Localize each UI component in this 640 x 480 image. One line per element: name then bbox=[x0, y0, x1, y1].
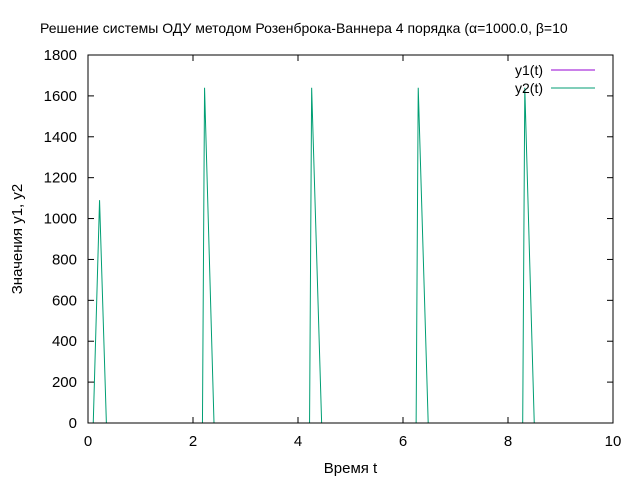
x-tick-label: 6 bbox=[399, 433, 407, 450]
y-tick-label: 800 bbox=[52, 251, 77, 268]
x-tick-label: 2 bbox=[189, 433, 197, 450]
ticks-layer: 0 200 400 600 800 1000 1200 1400 1600 1800 0 2 4 6 8 10 bbox=[44, 47, 622, 450]
x-tick-label: 4 bbox=[294, 433, 302, 450]
y-tick-label: 200 bbox=[52, 374, 77, 391]
y-tick-label: 600 bbox=[52, 292, 77, 309]
y-tick-label: 1400 bbox=[44, 129, 77, 146]
legend: y1(t) y2(t) bbox=[515, 62, 595, 96]
y-tick-label: 1200 bbox=[44, 170, 77, 187]
series-line-2 bbox=[88, 87, 613, 424]
plot-frame bbox=[87, 54, 614, 424]
y-axis-label: Значения y1, y2 bbox=[9, 184, 26, 295]
x-tick-label: 8 bbox=[504, 433, 512, 450]
y-tick-label: 400 bbox=[52, 333, 77, 350]
y-tick-label: 1800 bbox=[44, 47, 77, 64]
y-tick-label: 1000 bbox=[44, 211, 77, 228]
series-layer bbox=[88, 87, 613, 424]
x-tick-label: 10 bbox=[605, 433, 622, 450]
x-axis-label: Время t bbox=[324, 460, 378, 477]
y-tick-label: 0 bbox=[69, 415, 77, 432]
legend-label: y1(t) bbox=[515, 62, 543, 78]
x-tick-label: 0 bbox=[84, 433, 92, 450]
y-tick-label: 1600 bbox=[44, 88, 77, 105]
chart-title: Решение системы ОДУ методом Розенброка-В… bbox=[40, 20, 568, 36]
legend-label: y2(t) bbox=[515, 80, 543, 96]
